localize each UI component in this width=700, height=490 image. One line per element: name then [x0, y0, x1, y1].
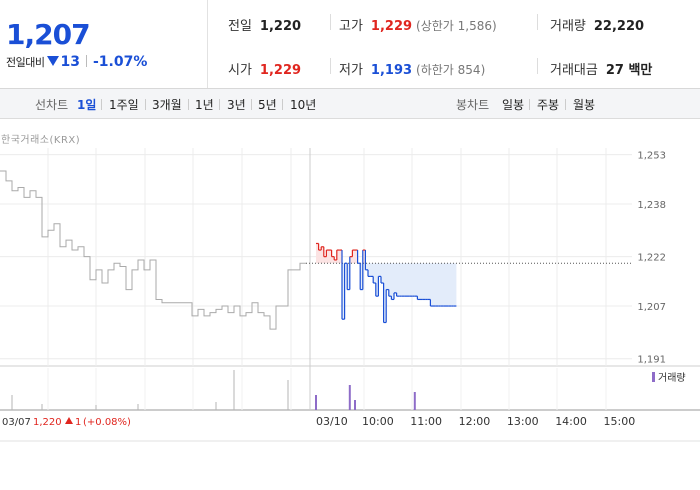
- stat-label: 고가: [339, 19, 363, 34]
- stat-value: 22,220: [593, 19, 645, 34]
- period-1y[interactable]: 1년: [195, 98, 214, 112]
- y-tick-label: 1,238: [637, 200, 666, 211]
- period-monthly[interactable]: 월봉: [573, 98, 596, 112]
- divider: [529, 99, 530, 110]
- period-weekly[interactable]: 주봉: [537, 98, 560, 112]
- current-price: 1,207: [6, 18, 91, 51]
- stat-label: 저가: [339, 63, 363, 78]
- series-line-previous-day: [0, 170, 306, 330]
- divider: [537, 14, 538, 30]
- period-selector: 선차트 1일 1주일 3개월 1년 3년 5년 10년 봉차트 일봉 주봉 월봉: [0, 89, 700, 119]
- footer-price: 1,220: [33, 417, 62, 428]
- stat-amount: 거래대금 27 백만: [550, 59, 652, 78]
- up-arrow-icon: [65, 417, 73, 424]
- divider: [188, 99, 189, 110]
- stat-label: 시가: [228, 63, 252, 78]
- stat-label: 거래대금: [550, 63, 598, 78]
- divider: [219, 99, 220, 110]
- stat-value: 1,220: [259, 19, 302, 34]
- quote-summary: 1,207 전일대비 13 -1.07% 전일 1,220 고가 1,229 (상한가 1…: [0, 0, 700, 89]
- divider: [330, 14, 331, 30]
- stat-high: 고가 1,229 (상한가 1,586): [339, 15, 497, 34]
- divider: [145, 99, 146, 110]
- period-3y[interactable]: 3년: [227, 98, 246, 112]
- footer-rate: (+0.08%): [83, 417, 131, 428]
- period-daily[interactable]: 일봉: [502, 98, 525, 112]
- stat-prev-close: 전일 1,220: [228, 15, 301, 34]
- period-3m[interactable]: 3개월: [152, 98, 182, 112]
- divider: [330, 58, 331, 74]
- data-source: 한국거래소(KRX): [1, 135, 81, 146]
- change-rate: -1.07%: [92, 54, 148, 70]
- x-tick-label: 03/10: [316, 415, 348, 428]
- stat-low: 저가 1,193 (하한가 854): [339, 59, 485, 78]
- stat-sub: (하한가 854): [416, 63, 486, 77]
- down-arrow-icon: [47, 56, 60, 66]
- y-tick-label: 1,207: [637, 302, 666, 313]
- stat-label: 전일: [228, 19, 252, 34]
- divider: [85, 55, 87, 67]
- period-1w[interactable]: 1주일: [109, 98, 139, 112]
- volume-legend-label: 거래량: [658, 372, 686, 384]
- x-tick-label: 12:00: [459, 415, 491, 428]
- change-label: 전일대비: [6, 56, 45, 69]
- period-1d[interactable]: 1일: [77, 98, 97, 112]
- divider: [565, 99, 566, 110]
- y-tick-label: 1,222: [637, 253, 666, 264]
- volume-legend-swatch: [652, 372, 655, 382]
- line-chart-label: 선차트: [35, 98, 69, 112]
- price-change: 전일대비 13 -1.07%: [6, 54, 147, 70]
- footer-date: 03/07: [2, 417, 31, 428]
- area-above-reference: [316, 243, 457, 264]
- stat-open: 시가 1,229: [228, 59, 301, 78]
- stat-volume: 거래량 22,220: [550, 15, 644, 34]
- divider: [537, 58, 538, 74]
- divider: [282, 99, 283, 110]
- stat-sub: (상한가 1,586): [416, 19, 497, 33]
- x-tick-label: 11:00: [410, 415, 442, 428]
- stat-value: 1,193: [370, 63, 413, 78]
- change-value: 13: [60, 54, 80, 70]
- period-5y[interactable]: 5년: [258, 98, 277, 112]
- x-tick-label: 15:00: [604, 415, 636, 428]
- candle-chart-label: 봉차트: [456, 98, 490, 112]
- y-tick-label: 1,253: [637, 151, 666, 162]
- divider: [251, 99, 252, 110]
- stat-label: 거래량: [550, 19, 586, 34]
- x-tick-label: 13:00: [507, 415, 539, 428]
- stat-value: 1,229: [259, 63, 302, 78]
- stat-value: 1,229: [370, 19, 413, 34]
- footer-change: 1: [75, 417, 81, 428]
- price-box: 1,207 전일대비 13 -1.07%: [0, 0, 208, 88]
- x-tick-label: 10:00: [362, 415, 394, 428]
- y-tick-label: 1,191: [637, 355, 666, 366]
- stat-value: 27 백만: [605, 63, 653, 78]
- divider: [101, 99, 102, 110]
- period-10y[interactable]: 10년: [290, 98, 317, 112]
- x-tick-label: 14:00: [555, 415, 587, 428]
